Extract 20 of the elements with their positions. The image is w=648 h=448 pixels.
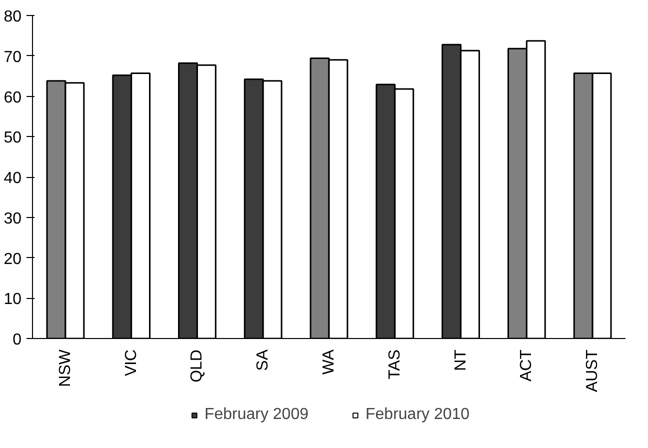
x-tick-label: QLD (188, 349, 206, 382)
x-tick-label: TAS (386, 349, 404, 380)
y-tick-label: 30 (4, 210, 22, 228)
y-tick-label: 80 (4, 8, 22, 26)
y-tick-label: 50 (4, 130, 22, 147)
y-tick-label: 40 (4, 170, 22, 187)
legend-label: February 2009 (204, 406, 308, 424)
x-tick-label: ACT (518, 349, 536, 382)
x-tick-label: WA (320, 349, 338, 375)
y-tick-label: 60 (4, 89, 22, 106)
x-tick-label: AUST (584, 349, 602, 392)
y-tick-label: 0 (12, 332, 22, 348)
x-tick-label: NT (452, 349, 470, 371)
x-tick-label: SA (254, 349, 272, 371)
y-tick-label: 20 (4, 250, 22, 268)
x-tick-label: VIC (122, 350, 140, 376)
y-tick-label: 70 (4, 48, 22, 66)
legend-label: February 2010 (366, 406, 470, 424)
y-tick-label: 10 (4, 291, 22, 308)
x-tick-label: NSW (56, 348, 74, 387)
